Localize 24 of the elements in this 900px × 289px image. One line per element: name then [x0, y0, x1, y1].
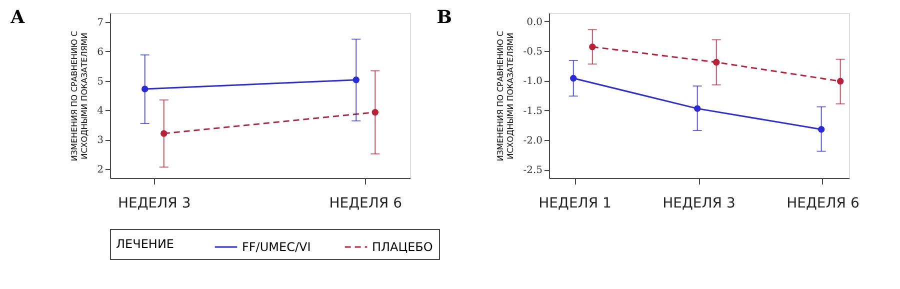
- y-tick-label: 0.0: [526, 16, 542, 28]
- x-tick-label: НЕДЕЛЯ 3: [118, 196, 191, 212]
- y-tick-label: -0.5: [523, 46, 542, 58]
- chart-title: A: [10, 7, 26, 28]
- x-tick-label: НЕДЕЛЯ 1: [538, 196, 612, 212]
- legend-label: ПЛАЦЕБО: [372, 240, 433, 254]
- legend-title: ЛЕЧЕНИЕ: [116, 237, 174, 251]
- y-tick-label: 6: [97, 46, 104, 58]
- x-tick-label: НЕДЕЛЯ 6: [786, 196, 860, 212]
- y-tick-label: 5: [97, 76, 104, 88]
- legend-label: FF/UMEC/VI: [242, 240, 311, 254]
- y-tick-label: 7: [97, 17, 104, 28]
- y-tick-label: 4: [97, 106, 104, 117]
- y-tick-label: -1.5: [523, 106, 542, 117]
- y-tick-label: 2: [97, 164, 104, 176]
- x-tick-label: НЕДЕЛЯ 3: [662, 196, 736, 212]
- chart-title: B: [436, 7, 452, 28]
- y-tick-label: 3: [97, 135, 104, 146]
- y-tick-label: -2.5: [523, 165, 542, 176]
- y-axis-title: ИЗМЕНЕНИЯ ПО СРАВНЕНИЮ С ИСХОДНЫМИ ПОКАЗАТЕЛЯМИ: [496, 30, 516, 162]
- y-tick-label: -2.0: [523, 136, 542, 147]
- y-tick-label: -1.0: [523, 76, 542, 88]
- y-axis-title: ИЗМЕНЕНИЯ ПО СРАВНЕНИЮ С ИСХОДНЫМИ ПОКАЗАТЕЛЯМИ: [70, 30, 90, 162]
- x-tick-label: НЕДЕЛЯ 6: [329, 196, 402, 212]
